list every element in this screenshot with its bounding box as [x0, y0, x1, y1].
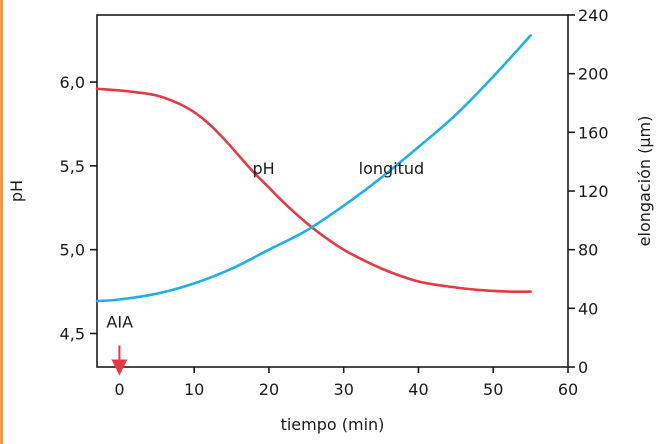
series-layer [95, 34, 532, 303]
y-left-tick-label: 5,0 [60, 241, 85, 260]
y-right-tick-label: 80 [578, 241, 598, 260]
series-line-longitud [95, 34, 532, 303]
x-axis-title: tiempo (min) [281, 415, 385, 434]
y-right-tick-label: 240 [578, 6, 609, 25]
x-tick-label: 50 [483, 380, 503, 399]
x-tick-label: 40 [408, 380, 428, 399]
labels-layer: 0 10 20 30 40 50 60 4,5 5,0 5,5 6,0 0 40 80 120 160 200 2… [7, 6, 654, 434]
x-tick-label: 20 [259, 380, 279, 399]
y-left-tick-label: 5,5 [60, 157, 85, 176]
y-right-tick-label: 200 [578, 65, 609, 84]
x-tick-label: 10 [184, 380, 204, 399]
y-right-tick-label: 0 [578, 358, 588, 377]
x-tick-label: 30 [334, 380, 354, 399]
y-left-axis-title: pH [7, 180, 26, 202]
plot-frame [96, 14, 569, 368]
annotation-ph: pH [253, 159, 275, 178]
x-tick-label: 60 [558, 380, 578, 399]
annotation-longitud: longitud [359, 159, 425, 178]
y-left-tick-label: 4,5 [60, 324, 85, 343]
annotation-aia: AIA [106, 312, 133, 331]
y-right-tick-label: 120 [578, 182, 609, 201]
y-left-tick-label: 6,0 [60, 73, 85, 92]
y-right-axis-title: elongación (µm) [635, 116, 654, 247]
series-line-ph [95, 87, 532, 294]
frame-border [0, 0, 3, 444]
y-right-tick-label: 40 [578, 299, 598, 318]
x-tick-label: 0 [114, 380, 124, 399]
axes-layer [90, 14, 575, 373]
y-right-tick-label: 160 [578, 123, 609, 142]
